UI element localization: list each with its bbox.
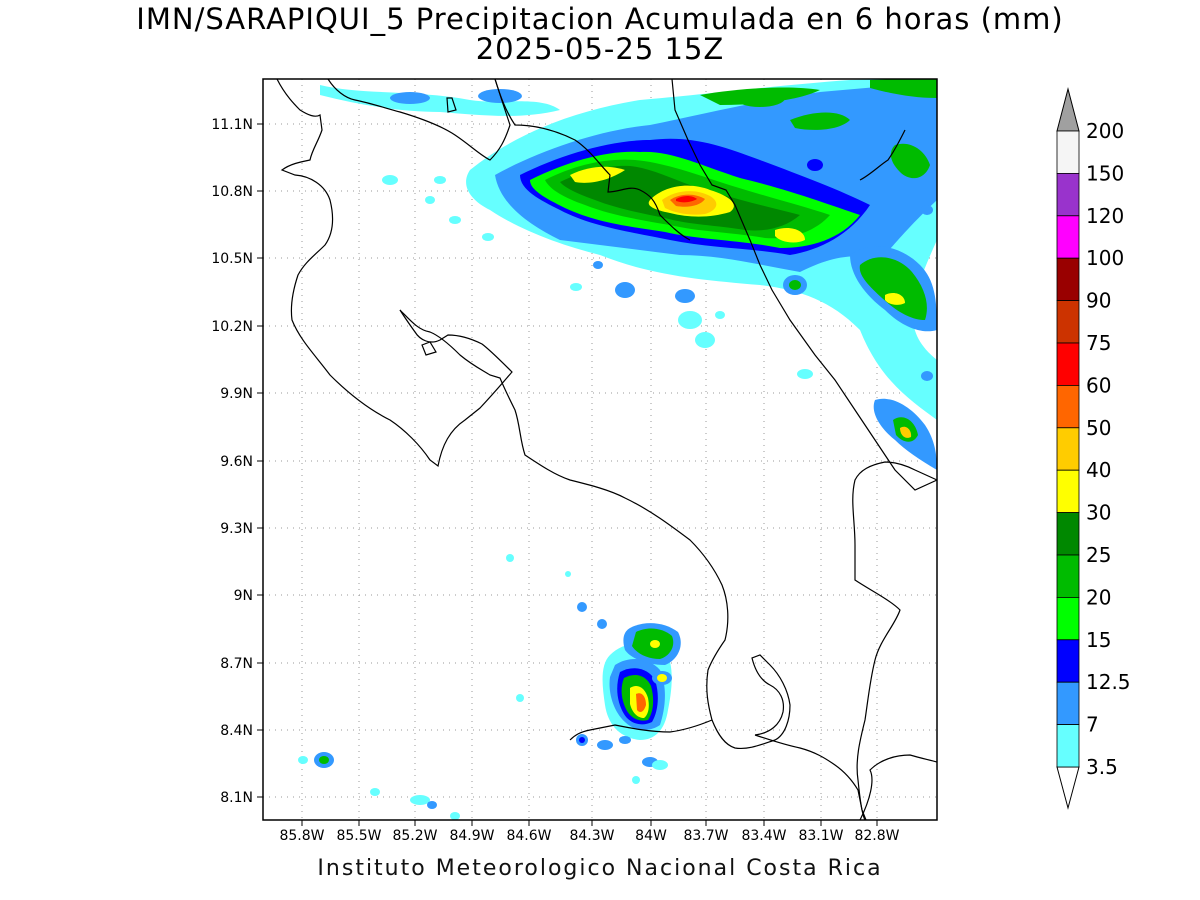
colorbar-swatch xyxy=(1056,512,1080,556)
lon-label: 84W xyxy=(635,828,667,844)
lat-label: 10.2N xyxy=(211,319,253,335)
colorbar-swatch xyxy=(1056,724,1080,768)
lat-label: 11.1N xyxy=(211,117,253,133)
lat-label: 8.1N xyxy=(220,790,253,806)
map-subtitle: 2025-05-25 15Z xyxy=(475,32,725,66)
colorbar-swatch xyxy=(1056,300,1080,344)
colorbar-swatch xyxy=(1056,257,1080,302)
lat-label: 8.7N xyxy=(220,656,253,672)
lon-label: 84.3W xyxy=(569,828,614,844)
lat-label: 10.5N xyxy=(211,251,253,267)
colorbar-label: 25 xyxy=(1086,543,1111,567)
colorbar-label: 200 xyxy=(1086,119,1124,143)
map-title: IMN/SARAPIQUI_5 Precipitacion Acumulada … xyxy=(136,2,1064,36)
colorbar-swatch xyxy=(1056,469,1080,514)
lon-label: 83.7W xyxy=(683,828,728,844)
colorbar-swatch xyxy=(1056,427,1080,471)
lat-label: 8.4N xyxy=(220,723,253,739)
lon-label: 85.2W xyxy=(392,828,437,844)
colorbar-bottom-arrow xyxy=(1056,766,1080,810)
colorbar-top-arrow xyxy=(1056,87,1080,132)
colorbar-label: 7 xyxy=(1086,713,1099,737)
map-frame xyxy=(262,78,938,821)
colorbar-label: 120 xyxy=(1086,204,1124,228)
colorbar-swatch xyxy=(1056,639,1080,683)
colorbar-label: 12.5 xyxy=(1086,670,1131,694)
colorbar-label: 75 xyxy=(1086,331,1111,355)
lon-label: 84.9W xyxy=(449,828,494,844)
lon-label: 85.5W xyxy=(336,828,381,844)
colorbar-swatch xyxy=(1056,172,1080,217)
colorbar-label: 20 xyxy=(1086,585,1111,609)
lat-label: 10.8N xyxy=(211,184,253,200)
colorbar-label: 100 xyxy=(1086,246,1124,270)
colorbar-label: 40 xyxy=(1086,458,1111,482)
colorbar-swatch xyxy=(1056,554,1080,598)
colorbar-label: 15 xyxy=(1086,628,1111,652)
lat-label: 9.9N xyxy=(220,386,253,402)
colorbar-label: 90 xyxy=(1086,289,1111,313)
lat-label: 9.6N xyxy=(220,454,253,470)
lon-label: 83.4W xyxy=(741,828,786,844)
colorbar-swatch xyxy=(1056,342,1080,386)
lon-label: 82.8W xyxy=(854,828,899,844)
colorbar-swatch xyxy=(1056,130,1080,174)
colorbar-label: 50 xyxy=(1086,416,1111,440)
coastline xyxy=(276,79,937,820)
colorbar-label: 60 xyxy=(1086,373,1111,397)
footer-credit: Instituto Meteorologico Nacional Costa R… xyxy=(317,856,883,881)
colorbar-label: 30 xyxy=(1086,501,1111,525)
lon-label: 84.6W xyxy=(506,828,551,844)
colorbar-swatch xyxy=(1056,681,1080,726)
lat-label: 9N xyxy=(234,588,253,604)
colorbar-label: 3.5 xyxy=(1086,755,1118,779)
colorbar-swatch xyxy=(1056,215,1080,259)
colorbar: 200 150 120 100 90 75 60 50 40 30 25 20 15 12.5 7 3.5 xyxy=(1056,87,1131,810)
precipitation-field xyxy=(298,79,937,820)
colorbar-swatch xyxy=(1056,597,1080,641)
lon-label: 85.8W xyxy=(279,828,324,844)
colorbar-label: 150 xyxy=(1086,161,1124,185)
colorbar-swatch xyxy=(1056,384,1080,429)
lon-label: 83.1W xyxy=(798,828,843,844)
lat-label: 9.3N xyxy=(220,521,253,537)
